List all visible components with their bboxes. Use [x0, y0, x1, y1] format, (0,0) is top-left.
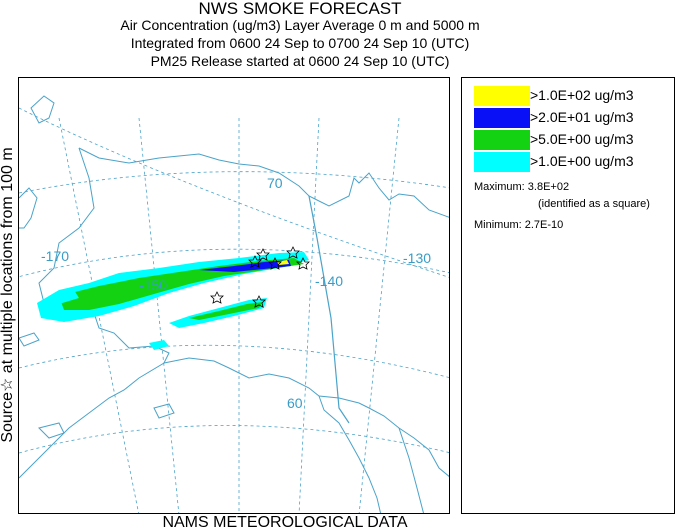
source-star	[286, 246, 300, 259]
legend-item: >2.0E+01 ug/m3	[474, 108, 674, 128]
chukotka-coast	[19, 187, 38, 229]
lon-line-140	[298, 117, 320, 513]
lon-line-170	[58, 117, 140, 513]
maximum-note: (identified as a square)	[538, 198, 650, 210]
lat-line-70	[19, 171, 449, 194]
source-star	[252, 295, 266, 308]
lat-line-55	[19, 425, 449, 454]
st-lawrence-island	[19, 332, 40, 347]
graticule	[19, 107, 449, 513]
lon-line-130	[358, 117, 400, 513]
lon-label: -170	[41, 248, 69, 264]
legend-label: >5.0E+00 ug/m3	[530, 131, 634, 147]
source-star	[268, 257, 282, 270]
smoke-plume	[37, 252, 309, 350]
arctic-coast	[78, 147, 449, 218]
lat-line-75	[19, 107, 449, 278]
source-side-label: Source☆ at multiple locations from 100 m	[0, 76, 18, 514]
lon-label: -130	[403, 250, 431, 266]
legend-label: >1.0E+00 ug/m3	[530, 153, 634, 169]
legend-swatch	[474, 86, 530, 106]
alaska-map: -170 -150 -140 -130 70 60	[19, 95, 449, 513]
legend-panel: >1.0E+02 ug/m3 >2.0E+01 ug/m3 >5.0E+00 u…	[461, 77, 675, 514]
panhandle-inner	[398, 427, 424, 513]
legend-item: >5.0E+00 ug/m3	[474, 130, 674, 150]
nunivak-island	[38, 422, 65, 439]
legend-item: >1.0E+02 ug/m3	[474, 86, 674, 106]
plume-peak	[277, 260, 289, 265]
plume-south-patch	[149, 340, 169, 350]
panhandle-coast	[318, 395, 382, 513]
legend-label: >1.0E+02 ug/m3	[530, 87, 634, 103]
source-star	[296, 257, 310, 270]
source-star	[248, 255, 262, 268]
south-coast	[163, 357, 449, 477]
lat-line-60	[19, 344, 449, 378]
integration-period: Integrated from 0600 24 Sep to 0700 24 S…	[130, 35, 470, 51]
forecast-title: NWS SMOKE FORECAST	[198, 0, 402, 18]
plume-high-main	[199, 260, 291, 272]
west-coast	[19, 147, 170, 479]
wrangel-island	[30, 95, 55, 124]
map-panel: -170 -150 -140 -130 70 60	[18, 77, 450, 514]
lat-label: 70	[267, 175, 283, 191]
plume-west-patch	[49, 290, 79, 304]
source-markers	[210, 246, 310, 308]
lon-line-160	[138, 117, 180, 513]
source-label-text: Source☆ at multiple locations from 100 m	[0, 147, 16, 443]
us-canada-border	[308, 195, 350, 424]
grid-labels: -170 -150 -140 -130 70 60	[41, 175, 431, 411]
plume-mid-south	[189, 302, 263, 320]
legend-swatch	[474, 130, 530, 150]
coastline	[19, 95, 449, 513]
legend-swatch	[474, 152, 530, 172]
legend-swatch	[474, 108, 530, 128]
source-star	[256, 248, 270, 261]
legend-label: >2.0E+01 ug/m3	[530, 109, 634, 125]
legend-item: >1.0E+00 ug/m3	[474, 152, 674, 172]
concentration-subtitle: Air Concentration (ug/m3) Layer Average …	[120, 17, 480, 33]
lon-label: -150	[139, 277, 167, 293]
minimum-value: Minimum: 2.7E-10	[474, 219, 564, 231]
source-star	[210, 291, 224, 304]
release-info: PM25 Release started at 0600 24 Sep 10 (…	[150, 53, 450, 69]
lat-label: 60	[287, 395, 303, 411]
kodiak-island	[153, 403, 175, 419]
lon-label: -140	[315, 273, 343, 289]
meteorological-data-label: NAMS METEOROLOGICAL DATA	[162, 514, 408, 531]
maximum-value: Maximum: 3.8E+02	[474, 181, 570, 193]
